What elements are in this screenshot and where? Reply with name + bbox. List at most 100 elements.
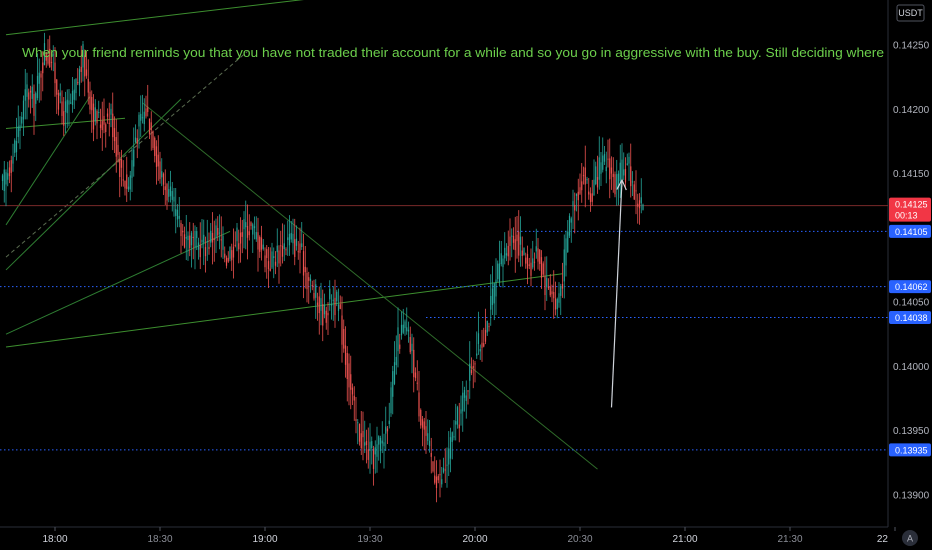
candle-body [617,173,620,189]
candle-body [337,304,340,311]
candle-body [248,231,250,236]
candle-body [448,448,450,465]
candle-body [89,91,91,110]
candle-body [182,230,184,233]
candle-body [330,304,333,306]
candle-body [586,179,588,181]
currency-label[interactable]: USDT [896,4,925,22]
candle-body [400,324,403,336]
candle-body [362,430,364,438]
candle-body [218,232,221,234]
candle-body [61,101,63,116]
candle-body [262,244,264,249]
candle-body [591,193,593,202]
candle-body [407,329,410,332]
candle-body [633,184,635,200]
candle-body [329,288,331,300]
candle-body [267,261,270,269]
candle-body [306,272,308,290]
candle-body [582,175,585,177]
candle-body [196,231,198,239]
candle-body [206,241,208,243]
candle-body [353,395,355,401]
candle-body [341,315,343,345]
candle-body [278,250,280,264]
candle-body [442,467,445,473]
candle-body [344,345,347,365]
candle-body [271,251,273,268]
annotation-arrow [610,178,627,408]
candle-body [26,84,28,97]
candle-body [444,469,446,471]
candle-body [488,326,490,328]
trend-line [5,230,231,335]
candle-body [131,160,133,178]
candle-body [210,230,212,243]
candle-body [369,441,371,452]
candle-body [603,154,606,162]
price-tick-label: 0.13950 [893,426,930,437]
candle-body [227,257,229,262]
candle-body [47,56,49,64]
auto-scale-icon: A [907,534,913,544]
candle-body [371,441,373,449]
candle-body [166,184,168,201]
candle-body [313,292,315,299]
candle-body [421,419,424,428]
candle-body [59,92,61,96]
candle-body [199,244,201,258]
candle-body [605,166,607,172]
candle-body [360,433,362,449]
price-badge [889,280,931,294]
price-badge [889,310,931,324]
candle-body [568,215,571,236]
candle-body [120,159,123,168]
candle-body [379,437,382,451]
candle-body [98,111,100,113]
candle-body [628,156,630,164]
candle-body [343,329,345,349]
candle-body [406,327,408,332]
candle-body [283,243,285,250]
candle-body [323,304,326,315]
candle-body [493,283,495,304]
candle-body [547,286,550,289]
trend-line [5,273,563,348]
candle-body [157,154,159,167]
candle-body [259,236,261,252]
candle-body [434,475,436,483]
candle-body [355,419,357,422]
candle-body [332,299,334,301]
candle-body [621,159,623,180]
candle-body [581,181,583,191]
time-tick-label: 18:30 [147,534,172,545]
candle-body [140,113,142,121]
candle-body [516,234,518,242]
candle-body [497,263,499,280]
candle-body [456,407,459,425]
candle-body [28,92,30,100]
candle-body [197,242,200,250]
candle-body [339,304,341,309]
candle-body [521,250,523,256]
candle-body [133,149,135,167]
candle-body [638,200,641,209]
candle-body [155,146,158,167]
candle-body [192,236,194,238]
candle-body [178,215,180,219]
candle-body [5,172,7,185]
auto-scale-button[interactable]: A [902,530,918,546]
candle-body [537,248,539,262]
candle-body [596,177,599,188]
candle-body [92,103,95,130]
candle-body [176,209,179,220]
candle-body [346,353,348,380]
candle-body [509,236,511,246]
candle-body [386,428,389,432]
candle-body [134,137,137,142]
candle-body [301,243,303,248]
candle-body [304,266,306,273]
candle-body [253,226,256,229]
candle-body [105,124,107,133]
